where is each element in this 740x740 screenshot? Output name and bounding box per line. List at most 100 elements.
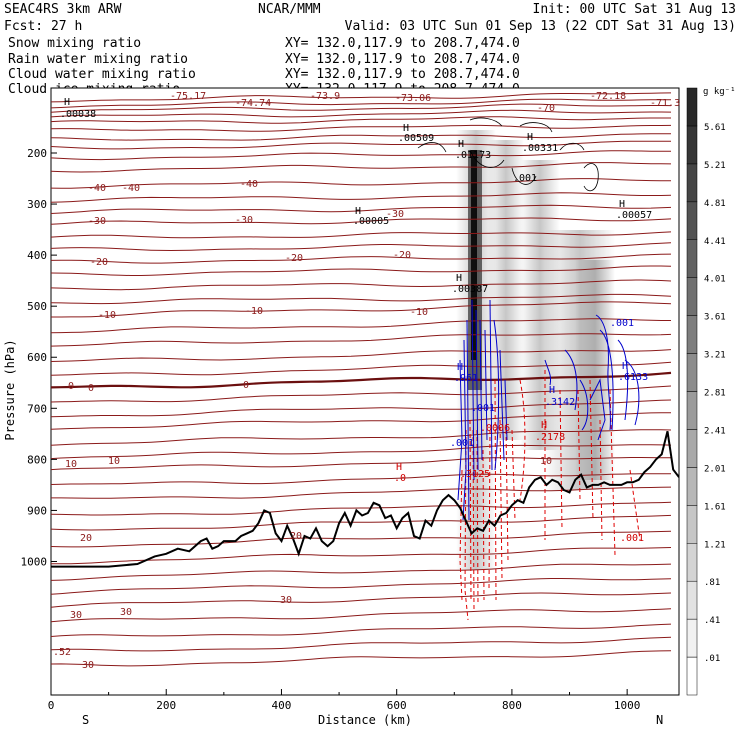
temp-label: 0 [243,380,249,391]
temperature-contours [51,92,672,667]
temp-label: -20 [90,257,108,268]
isotherm [51,133,672,141]
field-name-snow: Snow mixing ratio [8,36,141,51]
colorbar-swatch [686,125,698,165]
x-tick-label: 400 [272,699,292,712]
isotherm [51,109,672,118]
y-tick-label: 600 [27,351,47,364]
temp-label: 10 [108,456,120,467]
isotherm [51,349,672,362]
colorbar-label: 1.21 [704,540,726,550]
temp-label: -71.3 [650,98,680,109]
colorbar-label: 2.01 [704,464,726,474]
colorbar-swatch [686,618,698,658]
colorbar-swatch [686,163,698,203]
extrema-value: .001 [620,533,644,544]
colorbar-swatch [686,543,698,582]
temp-label: 30 [82,660,94,671]
colorbar-label: 3.61 [704,313,726,323]
extrema-value: .00005 [353,216,389,227]
temp-label: 20 [290,531,302,542]
temp-label: -20 [285,253,303,264]
extrema-h: H [458,139,464,150]
y-tick-label: 500 [27,300,47,313]
isotherm [51,429,672,446]
isotherm [51,103,672,113]
isotherm [51,361,672,376]
temp-label: -10 [98,310,116,321]
colorbar: g kg⁻¹ .01 .41 .81 1.21 1.61 2.01 2.41 2.81 3.21… [686,87,736,696]
y-axis-label: Pressure (hPa) [3,339,17,440]
isotherm [51,265,672,276]
colorbar-label: .01 [704,654,720,664]
terrain-line [51,431,679,568]
temp-label: 10 [540,456,552,467]
temp-label: -75.17 [170,91,206,102]
colorbar-swatch [686,505,698,544]
extrema-value: .001 [450,438,474,449]
colorbar-swatch [686,656,698,696]
colorbar-label: 2.81 [704,389,726,399]
extrema-h: H [396,462,402,473]
temp-label: -20 [393,250,411,261]
extrema-h: H [549,385,555,396]
isotherm [51,473,672,485]
colorbar-label: 1.61 [704,502,726,512]
contour-labels: -75.17 -74.74 -73.9 -73.06 -72.18 -71.3 … [53,91,680,671]
isotherm [51,412,671,430]
temp-label: 30 [70,610,82,621]
x-tick-label: 1000 [614,699,641,712]
colorbar-label: 2.41 [704,426,726,436]
extrema-value: .0 [394,473,406,484]
y-tick-label: 800 [27,453,47,466]
temp-label: 10 [65,459,77,470]
colorbar-label: .81 [704,578,720,588]
temp-label: -30 [386,209,404,220]
x-tick-label: 0 [48,699,55,712]
extrema-value: .6133 [618,372,648,383]
field-name-rain: Rain water mixing ratio [8,52,188,67]
colorbar-swatch [686,277,698,316]
isotherm [51,530,672,548]
temp-label: 20 [80,533,92,544]
y-tick-label: 700 [27,402,47,415]
temp-label: -40 [122,183,140,194]
colorbar-label: 3.21 [704,351,726,361]
colorbar-label: 5.61 [704,123,726,133]
colorbar-swatch [686,429,698,468]
temp-label: -73.06 [395,93,431,104]
isotherm [51,385,672,403]
temp-label: -40 [88,183,106,194]
forecast-hour: Fcst: 27 h [4,19,82,34]
isotherm [51,116,671,124]
colorbar-label: 4.01 [704,275,726,285]
extrema-value: .001 [471,403,495,414]
init-time: Init: 00 UTC Sat 31 Aug 13 [533,2,737,17]
isotherm [51,371,672,389]
temp-label: -40 [240,179,258,190]
field-xy-rain: XY= 132.0,117.9 to 208.7,474.0 [285,52,520,67]
isotherm [51,301,672,318]
field-xy-cloud-water: XY= 132.0,117.9 to 208.7,474.0 [285,67,520,82]
cloud-water-contours [457,299,640,521]
colorbar-swatch [686,315,698,354]
colorbar-label: .41 [704,616,720,626]
temp-label: -73.9 [310,91,340,102]
extrema-h: H [619,199,625,210]
isotherm [51,279,672,291]
colorbar-swatch [686,580,698,620]
x-axis: 0 200 400 600 800 1000 [48,689,641,712]
isotherm [51,501,672,516]
extrema-h: H [457,362,463,373]
colorbar-swatch [686,87,698,127]
rain-water-contours [459,370,641,621]
isotherm [51,204,672,214]
x-tick-label: 600 [387,699,407,712]
x-axis-label: Distance (km) [318,713,412,727]
snow-shading [456,130,615,570]
extrema-h: H [622,361,628,372]
temp-label: -10 [410,307,428,318]
org-title: NCAR/MMM [258,2,321,17]
isotherm [51,318,671,334]
colorbar-unit: g kg⁻¹ [703,87,736,97]
